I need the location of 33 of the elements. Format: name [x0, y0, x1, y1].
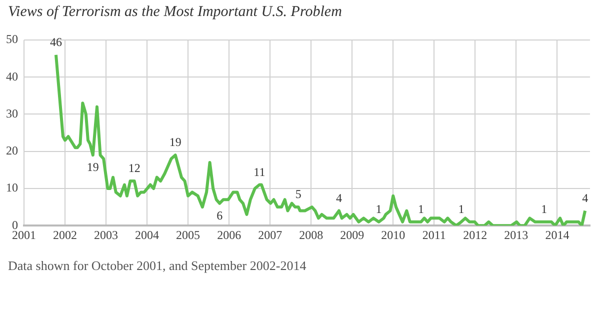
annotation: 19: [86, 160, 99, 174]
chart-title: Views of Terrorism as the Most Important U.S. Problem: [8, 4, 342, 21]
x-tick-label: 2008: [299, 228, 324, 242]
annotation: 11: [254, 164, 266, 179]
x-tick-label: 2014: [545, 228, 570, 242]
y-tick-label: 50: [6, 32, 18, 46]
y-tick-label: 10: [6, 180, 18, 195]
annotation: 1: [376, 202, 382, 216]
x-tick-label: 2005: [176, 228, 200, 242]
x-tick-label: 2003: [94, 228, 118, 242]
x-tick-label: 2006: [217, 228, 242, 242]
annotation: 1: [541, 202, 548, 216]
x-tick-label: 2009: [340, 228, 364, 242]
x-tick-label: 2004: [135, 228, 160, 242]
annotation: 4: [582, 190, 588, 205]
annotation: 46: [50, 35, 62, 50]
y-tick-label: 40: [6, 69, 18, 84]
x-tick-label: 2011: [422, 228, 446, 242]
text: Data shown for October 2001, and September 2002-2014: [8, 258, 306, 274]
annotation: 19: [169, 135, 182, 150]
x-tick-label: 2007: [258, 228, 282, 242]
annotation: 1: [418, 202, 424, 216]
annotation: 6: [216, 208, 223, 222]
annotation: 5: [295, 187, 302, 202]
annotation: 12: [128, 161, 140, 176]
y-tick-label: 20: [6, 144, 18, 158]
x-tick-label: 2012: [463, 228, 488, 242]
x-tick-label: 2013: [504, 228, 528, 242]
x-tick-label: 2002: [53, 228, 78, 242]
annotation: 4: [336, 190, 342, 205]
annotation: 1: [458, 202, 464, 216]
y-tick-label: 30: [6, 106, 18, 120]
x-tick-label: 2010: [381, 228, 406, 242]
